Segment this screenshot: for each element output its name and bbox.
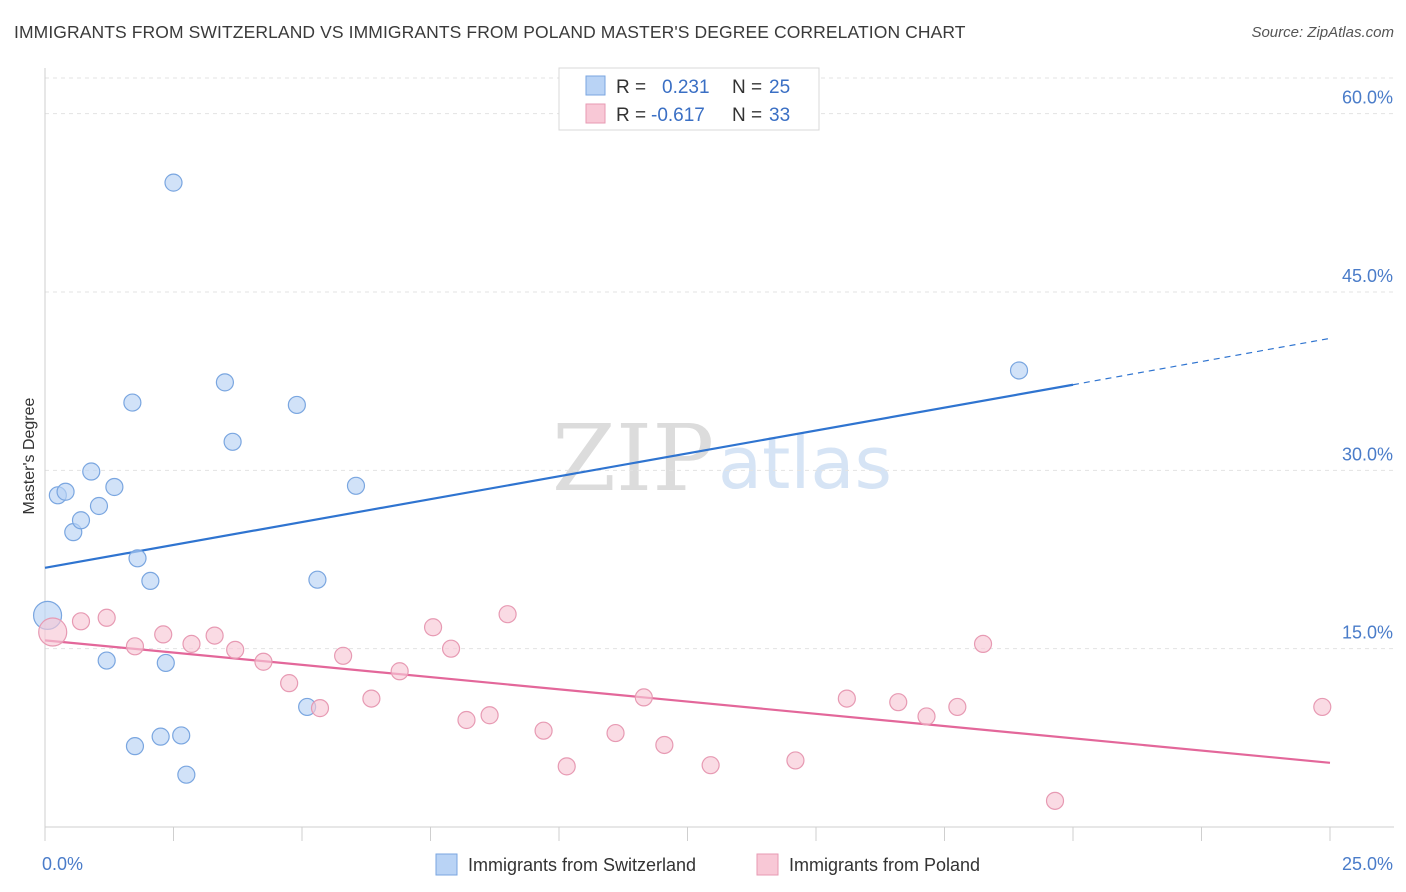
point-s0-20 (125, 737, 145, 756)
x-tick-labels: 0.0% 25.0% (42, 854, 1393, 874)
point-s1-32 (1313, 697, 1332, 717)
point-s1-9 (280, 674, 299, 693)
legend-swatch-poland (585, 103, 606, 124)
trendline-1 (44, 639, 1331, 764)
point-s0-22 (172, 726, 191, 745)
y-tick-label-0: 15.0% (1342, 623, 1393, 643)
watermark-zip: ZIP (552, 405, 714, 512)
point-s1-7 (226, 640, 245, 659)
point-s1-29 (948, 697, 967, 717)
point-s0-17 (308, 570, 327, 589)
legend-n-value-switzerland: 25 (769, 77, 790, 98)
point-s1-19 (534, 721, 553, 740)
legend-n-value-poland: 33 (769, 105, 790, 126)
point-s1-4 (154, 625, 173, 644)
point-s1-16 (457, 710, 476, 730)
point-s1-8 (254, 652, 273, 671)
point-s1-26 (837, 689, 856, 708)
point-s1-12 (362, 689, 381, 708)
y-tick-labels: 15.0% 30.0% 45.0% 60.0% (1342, 88, 1393, 643)
point-s0-10 (141, 571, 160, 591)
point-s1-20 (557, 757, 576, 776)
point-s0-7 (105, 477, 124, 497)
legend-bottom: Immigrants from Switzerland Immigrants f… (435, 853, 980, 876)
bottom-legend-label-switzerland: Immigrants from Switzerland (468, 855, 696, 875)
point-s0-2 (56, 482, 75, 501)
point-s1-1 (71, 612, 91, 631)
gridlines (45, 77, 1394, 650)
point-s1-11 (334, 646, 353, 665)
point-s1-31 (1045, 791, 1065, 810)
point-s0-16 (346, 476, 366, 495)
y-tick-label-1: 30.0% (1342, 444, 1393, 464)
trendlines (44, 337, 1331, 764)
point-s0-5 (82, 462, 101, 481)
point-s1-17 (480, 706, 499, 725)
watermark: ZIP atlas (552, 405, 892, 512)
point-s1-13 (390, 662, 409, 681)
axes (44, 68, 1394, 841)
x-tick-label-0: 0.0% (42, 854, 83, 874)
legend-n-label-switzerland: N = (732, 77, 762, 98)
point-s0-14 (223, 432, 242, 451)
point-s1-30 (973, 634, 993, 654)
point-s1-21 (606, 723, 625, 743)
y-axis-label: Master's Degree (21, 397, 38, 514)
watermark-atlas: atlas (718, 421, 892, 505)
legend-swatch-switzerland (585, 75, 606, 96)
point-s1-27 (889, 693, 908, 712)
bottom-legend-label-poland: Immigrants from Poland (789, 855, 980, 875)
point-s1-14 (423, 618, 443, 637)
source-credit: Source: ZipAtlas.com (1251, 24, 1394, 41)
legend-r-label-switzerland: R = (616, 77, 646, 98)
y-tick-label-3: 60.0% (1342, 88, 1393, 108)
point-s1-0 (38, 617, 68, 647)
bottom-legend-swatch-switzerland (435, 853, 458, 876)
legend-r-value-poland: -0.617 (651, 105, 705, 126)
point-s1-18 (498, 605, 517, 624)
point-s0-13 (215, 373, 234, 392)
point-s0-8 (97, 651, 116, 670)
point-s1-24 (701, 756, 720, 775)
point-s0-23 (177, 765, 196, 784)
point-s1-3 (125, 637, 145, 656)
point-s1-2 (97, 608, 116, 627)
data-points (32, 173, 1332, 810)
point-s1-6 (205, 626, 224, 645)
point-s0-9 (128, 549, 147, 568)
point-s0-4 (71, 511, 91, 530)
bottom-legend-swatch-poland (756, 853, 779, 876)
point-s0-11 (123, 393, 142, 412)
point-s0-21 (151, 727, 170, 746)
point-s0-12 (164, 173, 183, 192)
point-s1-22 (634, 688, 653, 707)
point-s0-24 (1009, 361, 1029, 380)
legend-top: R = 0.231 N = 25 R = -0.617 N = 33 (558, 67, 820, 131)
point-s1-15 (441, 639, 461, 658)
legend-r-value-switzerland: 0.231 (662, 77, 710, 98)
y-tick-label-2: 45.0% (1342, 266, 1393, 286)
point-s1-28 (917, 707, 936, 726)
trendline-0 (44, 383, 1074, 569)
point-s0-6 (89, 496, 109, 516)
point-s1-10 (310, 699, 330, 718)
x-tick-label-1: 25.0% (1342, 854, 1393, 874)
point-s0-19 (156, 653, 175, 673)
point-s1-25 (786, 751, 805, 770)
point-s1-5 (182, 634, 201, 654)
chart-title: IMMIGRANTS FROM SWITZERLAND VS IMMIGRANT… (14, 22, 966, 42)
trendline-extension-0 (1072, 337, 1331, 386)
legend-n-label-poland: N = (732, 105, 762, 126)
point-s1-23 (655, 735, 674, 755)
point-s0-15 (287, 395, 306, 415)
legend-r-label-poland: R = (616, 105, 646, 126)
